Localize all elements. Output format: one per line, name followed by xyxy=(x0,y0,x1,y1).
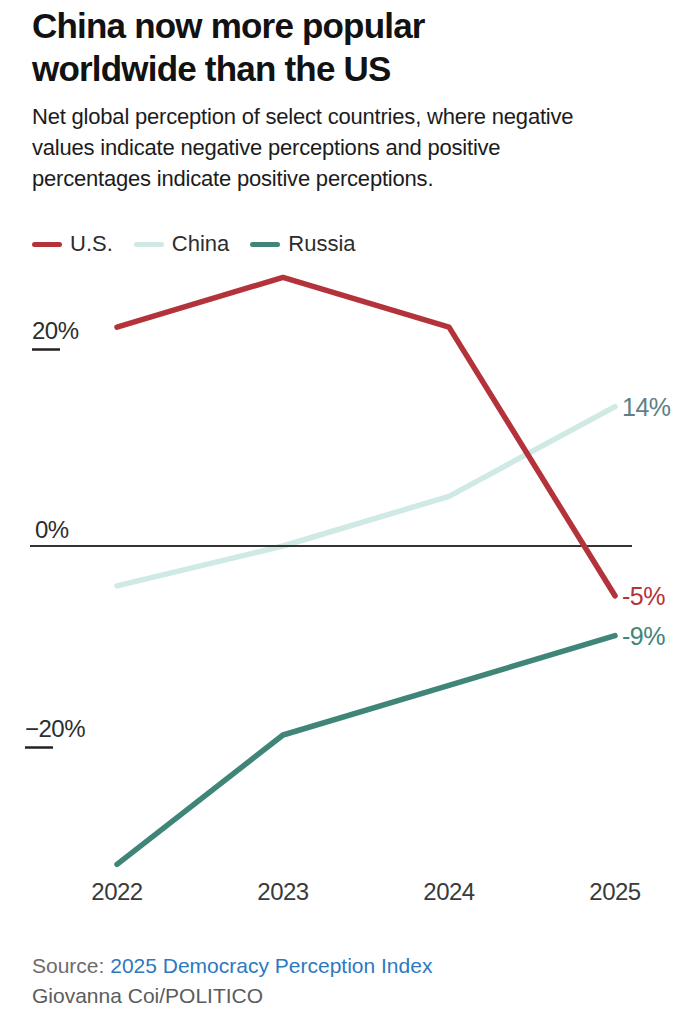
perception-line-chart: 20% 0% −20% -5% 14% -9% 2022 2023 2024 2025 xyxy=(0,250,699,915)
source-link[interactable]: 2025 Democracy Perception Index xyxy=(110,954,432,977)
xtick-label-2022: 2022 xyxy=(91,878,143,905)
source-prefix: Source: xyxy=(32,954,104,977)
xtick-label-2023: 2023 xyxy=(257,878,309,905)
chart-subtitle: Net global perception of select countrie… xyxy=(32,101,602,194)
xtick-label-2025: 2025 xyxy=(589,878,641,905)
china-line-swatch-icon xyxy=(134,242,164,247)
xtick-label-2024: 2024 xyxy=(423,878,475,905)
ytick-label--20: −20% xyxy=(25,715,85,742)
series-line-china xyxy=(117,407,615,586)
series-line-russia xyxy=(117,636,615,865)
ytick-label-0: 0% xyxy=(35,516,69,543)
ytick-label-20: 20% xyxy=(32,317,79,344)
source-block: Source: 2025 Democracy Perception Index … xyxy=(32,951,432,1011)
us-line-swatch-icon xyxy=(32,242,62,247)
byline: Giovanna Coi/POLITICO xyxy=(32,981,432,1011)
end-label-russia: -9% xyxy=(622,622,665,650)
series-line-us xyxy=(117,277,615,595)
end-label-us: -5% xyxy=(622,582,665,610)
page-title-line1: China now more popular xyxy=(32,4,552,47)
russia-line-swatch-icon xyxy=(250,242,280,247)
page-title: China now more popular worldwide than th… xyxy=(32,4,552,90)
end-label-china: 14% xyxy=(622,393,671,421)
page-title-line2: worldwide than the US xyxy=(32,47,552,90)
chart-area: 20% 0% −20% -5% 14% -9% 2022 2023 2024 2025 xyxy=(0,250,699,915)
source-line: Source: 2025 Democracy Perception Index xyxy=(32,951,432,981)
